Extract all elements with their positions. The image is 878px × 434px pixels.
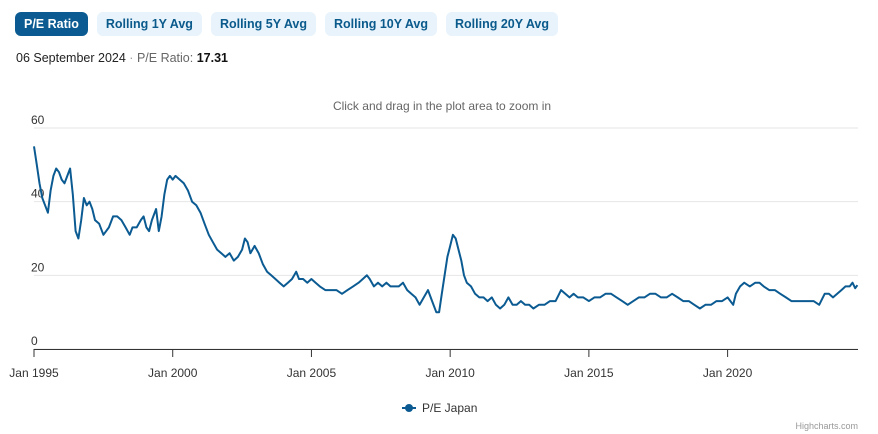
x-tick-label: Jan 1995 [9,366,59,380]
current-value-readout: 06 September 2024 · P/E Ratio: 17.31 [16,51,228,65]
readout-value: 17.31 [196,51,228,65]
legend-item-label[interactable]: P/E Japan [422,401,477,415]
range-tabs: P/E Ratio Rolling 1Y Avg Rolling 5Y Avg Rol… [15,12,559,36]
y-tick-label: 0 [31,334,38,348]
x-tick-label: Jan 2005 [287,366,337,380]
y-tick-label: 60 [31,113,45,127]
credits-link[interactable]: Highcharts.com [795,421,858,431]
x-tick-label: Jan 2015 [564,366,614,380]
tab-p-e-ratio[interactable]: P/E Ratio [15,12,88,36]
series-group[interactable] [33,146,859,314]
series-line-pe-japan[interactable] [33,146,859,314]
chart-subtitle: Click and drag in the plot area to zoom … [333,99,551,113]
readout-separator: · [129,51,134,65]
tab-rolling-20y-avg[interactable]: Rolling 20Y Avg [446,12,559,36]
tab-rolling-10y-avg[interactable]: Rolling 10Y Avg [325,12,438,36]
x-tick-label: Jan 2010 [425,366,475,380]
readout-label: P/E Ratio: [136,51,194,65]
readout-date: 06 September 2024 [16,51,126,65]
tab-rolling-1y-avg[interactable]: Rolling 1Y Avg [96,12,202,36]
y-tick-label: 20 [31,260,45,274]
x-tick-label: Jan 2020 [703,366,753,380]
legend[interactable]: P/E Japan [402,401,477,415]
grid-lines [34,127,858,350]
legend-marker-icon[interactable] [405,404,413,412]
pe-ratio-chart[interactable]: Click and drag in the plot area to zoom … [0,90,878,434]
x-axis: Jan 1995 Jan 2000 Jan 2005 Jan 2010 Jan 2015… [9,349,858,380]
x-tick-label: Jan 2000 [148,366,198,380]
tab-rolling-5y-avg[interactable]: Rolling 5Y Avg [210,12,316,36]
